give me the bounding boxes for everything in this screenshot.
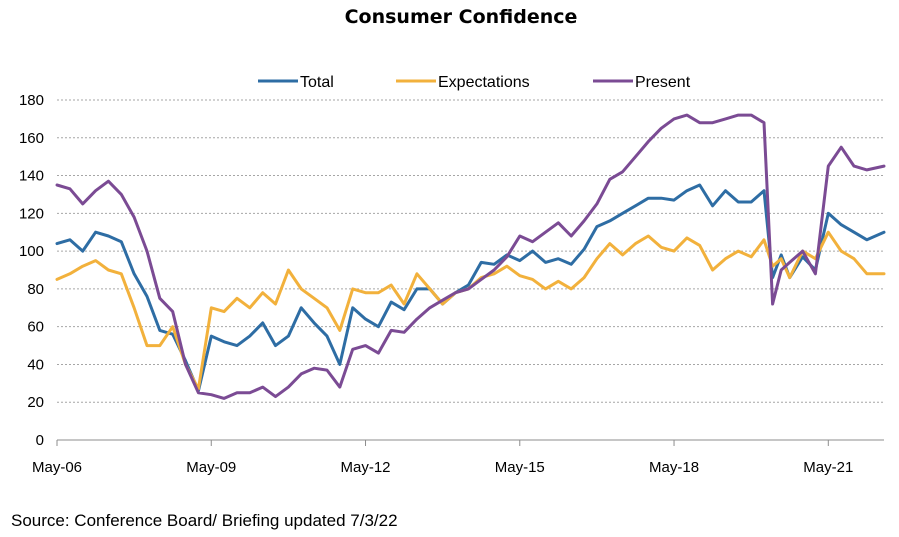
y-tick-label: 100 [19,243,44,260]
legend-label-present: Present [635,74,691,91]
y-tick-label: 0 [36,432,44,449]
x-axis-ticks: May-06 May-09 May-12 May-15 May-18 May-21 [32,440,853,476]
series-line-expectations [55,230,886,391]
legend-label-expectations: Expectations [438,74,530,91]
y-tick-label: 160 [19,130,44,147]
chart-title: Consumer Confidence [345,6,578,28]
x-tick-label: May-12 [341,459,391,476]
series-lines [55,113,886,400]
y-tick-label: 80 [27,281,44,298]
y-tick-label: 60 [27,319,44,336]
y-tick-label: 40 [27,356,44,373]
x-tick-label: May-21 [803,459,853,476]
y-tick-label: 120 [19,205,44,222]
x-tick-label: May-09 [186,459,236,476]
series-line-present [55,113,886,400]
gridlines [57,99,884,403]
x-tick-label: May-06 [32,459,82,476]
legend-label-total: Total [300,74,334,91]
x-tick-label: May-18 [649,459,699,476]
legend: Total Expectations Present [258,74,691,91]
x-tick-label: May-15 [495,459,545,476]
source-note: Source: Conference Board/ Briefing updat… [11,511,398,530]
y-axis-ticks: 0 20 40 60 80 100 120 140 160 180 [19,92,44,449]
y-tick-label: 20 [27,394,44,411]
y-tick-label: 180 [19,92,44,109]
y-tick-label: 140 [19,168,44,185]
